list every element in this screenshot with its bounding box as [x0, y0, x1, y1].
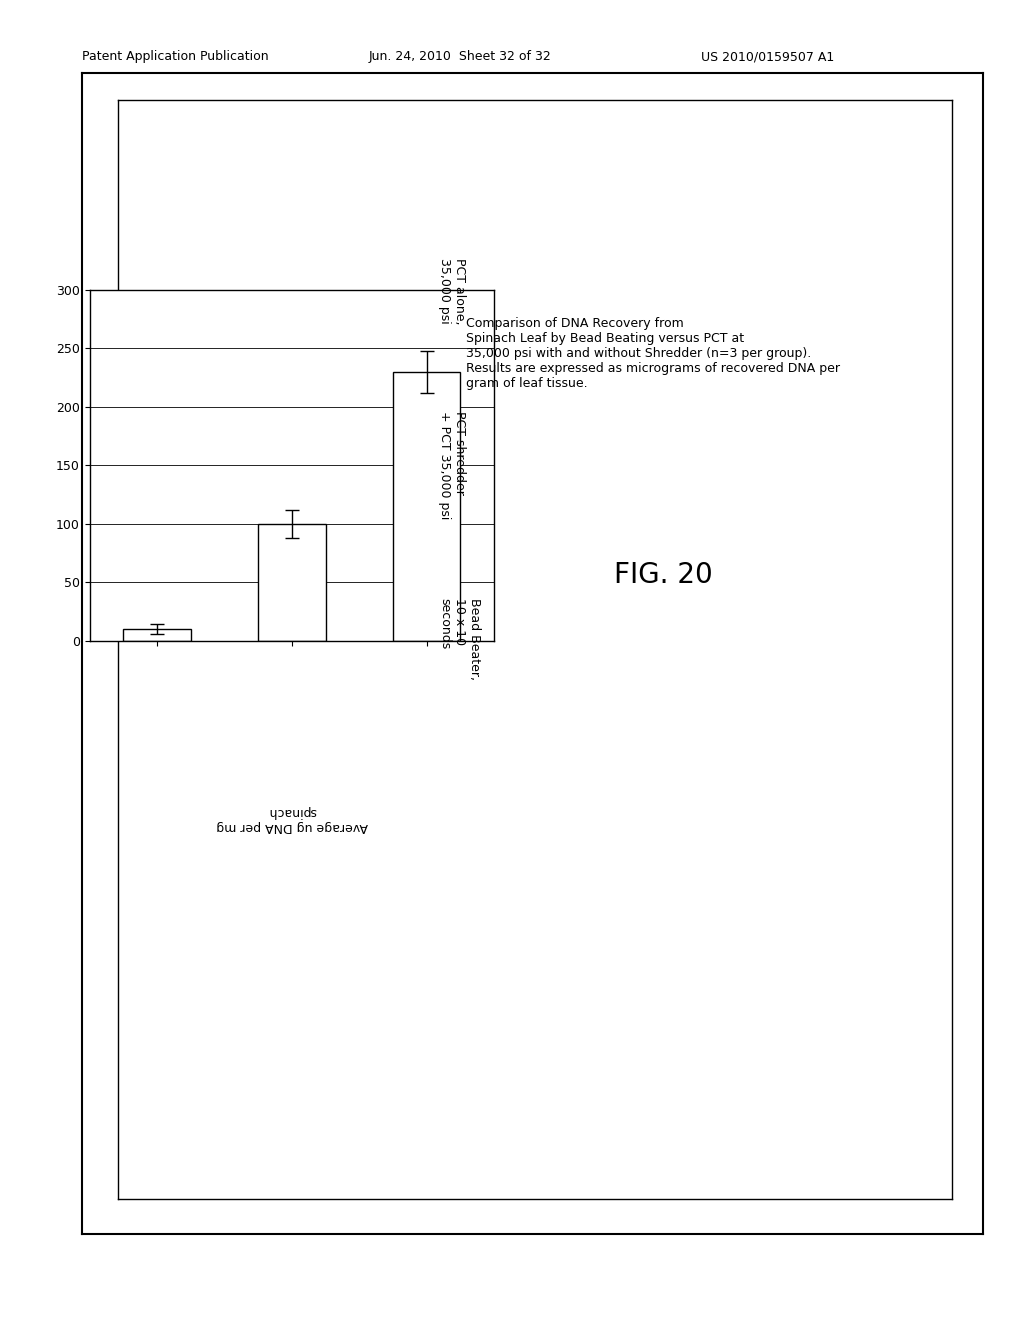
- Text: PCT shredder
+ PCT 35,000 psi: PCT shredder + PCT 35,000 psi: [438, 411, 466, 520]
- Text: Average ug DNA per mg
spinach: Average ug DNA per mg spinach: [216, 805, 368, 833]
- Text: Patent Application Publication: Patent Application Publication: [82, 50, 268, 63]
- Bar: [258, 524, 326, 642]
- Text: Jun. 24, 2010  Sheet 32 of 32: Jun. 24, 2010 Sheet 32 of 32: [369, 50, 551, 63]
- Bar: [393, 372, 461, 642]
- Text: US 2010/0159507 A1: US 2010/0159507 A1: [701, 50, 835, 63]
- Text: PCT alone,
35,000 psi: PCT alone, 35,000 psi: [438, 259, 466, 325]
- Bar: [123, 630, 190, 642]
- Text: FIG. 20: FIG. 20: [614, 561, 713, 589]
- Text: Comparison of DNA Recovery from
Spinach Leaf by Bead Beating versus PCT at
35,00: Comparison of DNA Recovery from Spinach …: [466, 317, 840, 389]
- Text: Bead Beater,
10 x 10
seconds: Bead Beater, 10 x 10 seconds: [438, 598, 481, 680]
